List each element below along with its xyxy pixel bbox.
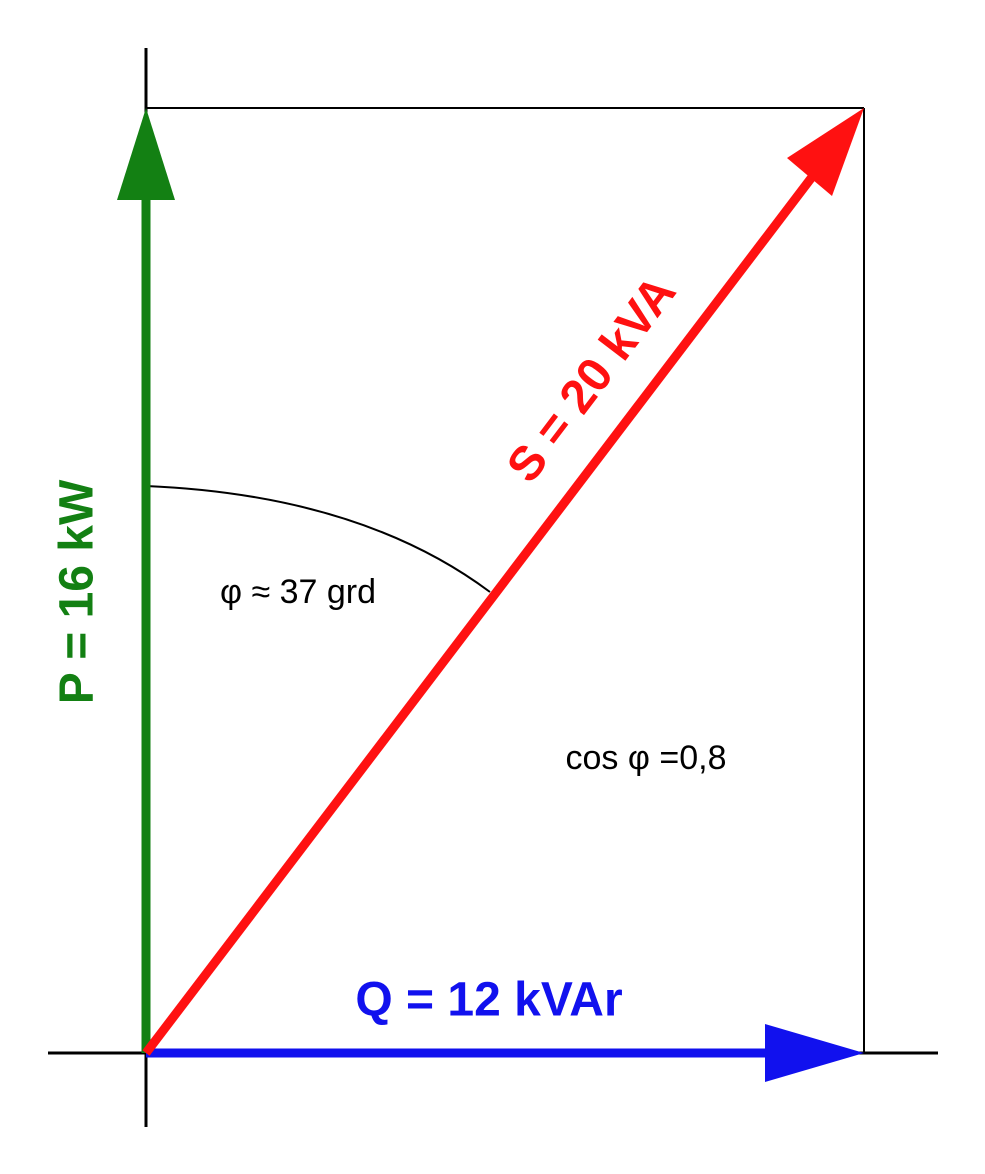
angle-label: φ ≈ 37 grd [220,573,376,611]
q-label: Q = 12 kVAr [355,974,622,1027]
power-factor-label: cos φ =0,8 [566,739,727,777]
s-vector-shaft [142,174,816,1056]
angle-arc [145,485,491,593]
s-vector-arrowhead [787,108,864,196]
p-vector-arrowhead [117,108,175,200]
p-label: P = 16 kW [51,479,104,704]
q-vector-arrowhead [765,1024,864,1082]
